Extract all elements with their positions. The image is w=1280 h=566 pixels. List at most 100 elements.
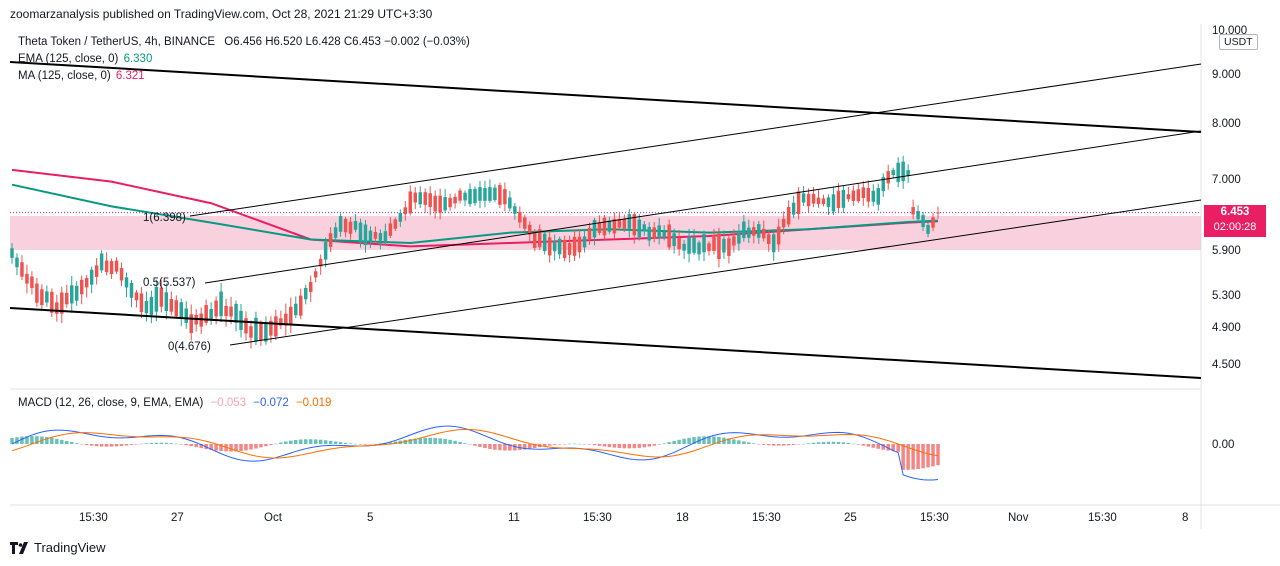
candle-body (572, 236, 577, 256)
macd-histogram-bar (249, 444, 253, 450)
macd-histogram-bar (503, 444, 507, 451)
macd-histogram-bar (388, 442, 393, 444)
macd-histogram-bar (328, 440, 333, 444)
macd-label: MACD (12, 26, close, 9, EMA, EMA) (18, 397, 204, 409)
macd-histogram-bar (448, 439, 452, 444)
macd-histogram-bar (368, 444, 373, 445)
candle-body (473, 188, 477, 204)
macd-histogram-bar (821, 441, 826, 444)
time-tick: 11 (508, 512, 520, 524)
macd-histogram-bar (901, 444, 905, 470)
price-tick: 4.900 (1212, 322, 1241, 334)
macd-histogram-bar (279, 442, 283, 444)
candle-body (149, 296, 154, 315)
macd-histogram-bar (10, 438, 14, 444)
macd-histogram-bar (831, 441, 836, 444)
candle-body (259, 323, 263, 341)
candle-body (622, 219, 627, 229)
macd-histogram-bar (119, 444, 124, 446)
macd-histogram-bar (921, 444, 925, 469)
fib-label-1: 1(6.398) (143, 212, 186, 224)
candle-body (851, 190, 856, 201)
candle-body (906, 170, 910, 177)
macd-histogram-bar (632, 444, 637, 449)
candle-body (25, 273, 29, 284)
candle-body (567, 243, 572, 255)
macd-histogram-bar (493, 444, 497, 450)
candle-body (318, 258, 323, 267)
candle-body (547, 237, 552, 256)
fib-label-0: 0(4.676) (168, 341, 211, 353)
macd-histogram-bar (393, 441, 398, 444)
macd-histogram-bar (269, 444, 273, 445)
macd-histogram-bar (508, 444, 512, 451)
descending-support-line[interactable] (9, 307, 1202, 379)
macd-histogram-bar (742, 441, 746, 444)
symbol-legend-row[interactable]: Theta Token / TetherUS, 4h, BINANCE O6.4… (18, 34, 470, 51)
macd-histogram-bar (523, 444, 527, 450)
macd-histogram-bar (637, 444, 642, 448)
candle-body (338, 216, 343, 232)
publisher-caption: zoomarzanalysis published on TradingView… (10, 7, 433, 21)
time-tick: 15:30 (752, 512, 781, 524)
time-tick: 18 (676, 512, 689, 524)
macd-zero-tick: 0.00 (1212, 439, 1234, 451)
macd-histogram-bar (577, 443, 582, 445)
macd-histogram-bar (532, 444, 537, 449)
currency-label[interactable]: USDT (1219, 34, 1258, 50)
channel-lower-line[interactable] (229, 199, 1202, 346)
candle-body (124, 277, 129, 288)
channel-upper-line[interactable] (189, 63, 1202, 217)
fib-label-0.5: 0.5(5.537) (143, 277, 196, 289)
macd-value: −0.072 (253, 397, 289, 409)
candle-body (254, 317, 258, 342)
macd-histogram-bar (443, 438, 447, 444)
candle-body (65, 292, 69, 305)
main-legend[interactable]: Theta Token / TetherUS, 4h, BINANCE O6.4… (18, 34, 470, 85)
time-axis[interactable]: 15:30 27 Oct 5 11 15:30 18 15:30 25 15:3… (79, 512, 1188, 524)
macd-histogram-bar (438, 438, 442, 444)
channel-mid-line[interactable] (204, 130, 1202, 284)
macd-legend[interactable]: MACD (12, 26, close, 9, EMA, EMA) −0.053… (18, 397, 335, 409)
macd-histogram-bar (244, 444, 248, 451)
macd-histogram-bar (528, 444, 532, 449)
ema-legend-row[interactable]: EMA (125, close, 0) 6.330 (18, 51, 470, 68)
macd-histogram-bar (806, 443, 811, 444)
ohlc-values: O6.456 H6.520 L6.428 C6.453 −0.002 (−0.0… (224, 36, 470, 48)
candle-body (264, 323, 268, 342)
macd-histogram-bar (129, 444, 134, 445)
candle-body (249, 326, 253, 338)
candle-body (289, 306, 293, 324)
candle-body (607, 220, 612, 232)
candle-body (597, 222, 602, 233)
candle-body (219, 291, 223, 317)
candle-body (438, 195, 442, 213)
candle-body (891, 170, 895, 176)
candle-body (174, 300, 179, 317)
candle-body (682, 243, 686, 251)
candle-body (483, 188, 487, 201)
candle-body (931, 217, 935, 228)
ma-legend-row[interactable]: MA (125, close, 0) 6.321 (18, 68, 470, 85)
macd-histogram-bar (891, 444, 895, 452)
macd-histogram-bar (752, 443, 756, 444)
candle-body (662, 231, 666, 238)
macd-histogram-bar (657, 444, 661, 445)
descending-resistance-line[interactable] (9, 61, 1202, 133)
candle-body (468, 189, 472, 205)
candle-body (717, 233, 721, 260)
candle-body (413, 192, 418, 203)
tradingview-logo[interactable]: TradingView (10, 540, 106, 555)
price-axis[interactable]: 10.000 9.000 8.000 7.000 5.900 5.300 4.9… (1212, 25, 1247, 451)
candle-body (831, 194, 836, 212)
candle-body (627, 214, 632, 229)
macd-histogram-bar (672, 440, 676, 444)
candle-body (801, 193, 806, 203)
macd-histogram-bar (348, 443, 353, 444)
macd-histogram-bar (74, 443, 79, 444)
candle-body (119, 268, 124, 281)
candle-body (791, 202, 796, 215)
candle-body (55, 302, 59, 314)
candle-body (463, 192, 467, 201)
